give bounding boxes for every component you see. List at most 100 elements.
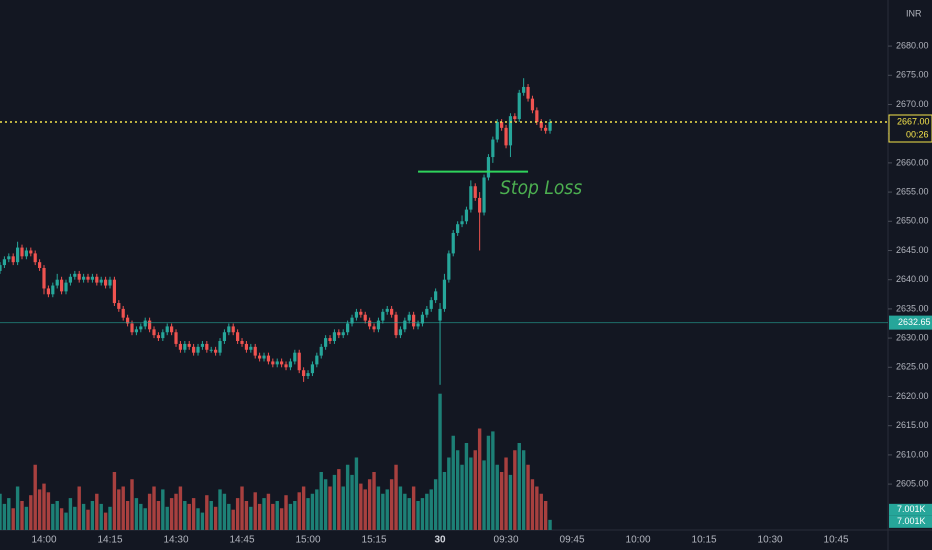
candle-body [350, 317, 354, 324]
price-tag-label: 2632.65 [898, 317, 931, 327]
volume-bar [341, 486, 345, 530]
candle-body [385, 308, 389, 312]
candle-body [407, 314, 411, 321]
candle-body [82, 276, 86, 280]
candle-body [187, 343, 191, 347]
volume-bar [530, 479, 535, 530]
volume-bar [205, 495, 209, 530]
volume-bar [301, 486, 306, 530]
volume-bar [279, 508, 284, 530]
candle-body [456, 224, 460, 233]
volume-bar [310, 493, 315, 530]
candle-body [38, 262, 42, 269]
volume-bar [319, 472, 323, 530]
volume-bar [266, 493, 271, 530]
volume-bar [222, 493, 227, 530]
candle-body [447, 253, 451, 280]
candle-body [434, 291, 438, 301]
candle-body [266, 355, 271, 362]
candle-body [302, 370, 306, 377]
volume-bar [508, 474, 513, 530]
volume-bar [37, 489, 42, 530]
volume-bar [46, 492, 51, 530]
y-tick-label: 2655.00 [896, 186, 929, 196]
candle-body [513, 116, 517, 120]
volume-bar [134, 498, 139, 530]
candle-body [148, 320, 152, 330]
candle-body [209, 349, 213, 351]
volume-bar [447, 457, 451, 530]
candle-body [368, 320, 372, 327]
candle-body [319, 346, 323, 356]
volume-bar [73, 506, 77, 530]
volume-bar [359, 483, 363, 530]
volume-bar [513, 450, 517, 530]
volume-tag [889, 515, 932, 528]
y-tick-label: 2645.00 [896, 245, 929, 255]
candle-body [328, 338, 332, 342]
vol-layer [0, 393, 552, 530]
volume-bar [231, 509, 235, 530]
volume-bar [526, 464, 530, 530]
volume-bar [293, 501, 297, 530]
candle-body [522, 86, 526, 93]
candle-body [420, 314, 425, 324]
x-tick-label: 09:30 [494, 535, 519, 546]
volume-bar [455, 450, 460, 530]
x-tick-label: 15:15 [362, 535, 387, 546]
candle-body [337, 332, 341, 336]
volume-bar [174, 493, 178, 530]
candle-body [500, 122, 504, 128]
x-tick-label: 10:00 [626, 535, 651, 546]
candle-body [20, 247, 24, 257]
candle-body [451, 232, 455, 254]
volume-bar [249, 506, 253, 530]
candle-body [139, 326, 143, 330]
candle-body [16, 247, 20, 263]
volume-bar [51, 503, 55, 530]
volume-bar [218, 489, 222, 530]
candle-body [156, 335, 161, 339]
candle-body [143, 320, 147, 327]
candle-body [271, 361, 275, 365]
volume-bar [389, 479, 394, 530]
volume-bar [535, 486, 539, 530]
candle-body [24, 250, 29, 257]
candle-body [530, 98, 535, 111]
candle-body [90, 276, 95, 280]
candle-body [403, 320, 407, 330]
candle-body [112, 279, 117, 304]
volume-bar [147, 493, 152, 530]
candle-body [196, 346, 200, 353]
candle-body [504, 127, 508, 146]
x-tick-label: 14:30 [164, 535, 189, 546]
candle-body [390, 308, 394, 315]
candle-body [7, 256, 11, 260]
candle-body [95, 276, 99, 283]
volume-bar [117, 489, 121, 530]
x-tick-label: 15:00 [296, 535, 321, 546]
candle-body [218, 341, 222, 353]
volume-bar [367, 479, 372, 530]
candle-body [341, 332, 345, 336]
candle-body [526, 86, 530, 99]
candle-body [394, 314, 398, 336]
volume-bar [200, 512, 205, 530]
volume-bar [486, 435, 491, 530]
candle-body [205, 343, 209, 350]
candle-body [51, 285, 55, 295]
candle-body [486, 157, 491, 178]
candle-body [482, 177, 486, 213]
volume-bar [495, 464, 499, 530]
volume-tag-label: 7.001K [897, 516, 926, 526]
candle-body [64, 282, 68, 292]
volume-bar [125, 501, 130, 530]
volume-bar [372, 472, 376, 530]
candle-body [539, 122, 543, 128]
volume-bar [548, 519, 552, 530]
candle-body [104, 279, 108, 286]
candle-body [227, 326, 231, 333]
candle-body [442, 279, 447, 309]
candle-body [293, 352, 297, 362]
